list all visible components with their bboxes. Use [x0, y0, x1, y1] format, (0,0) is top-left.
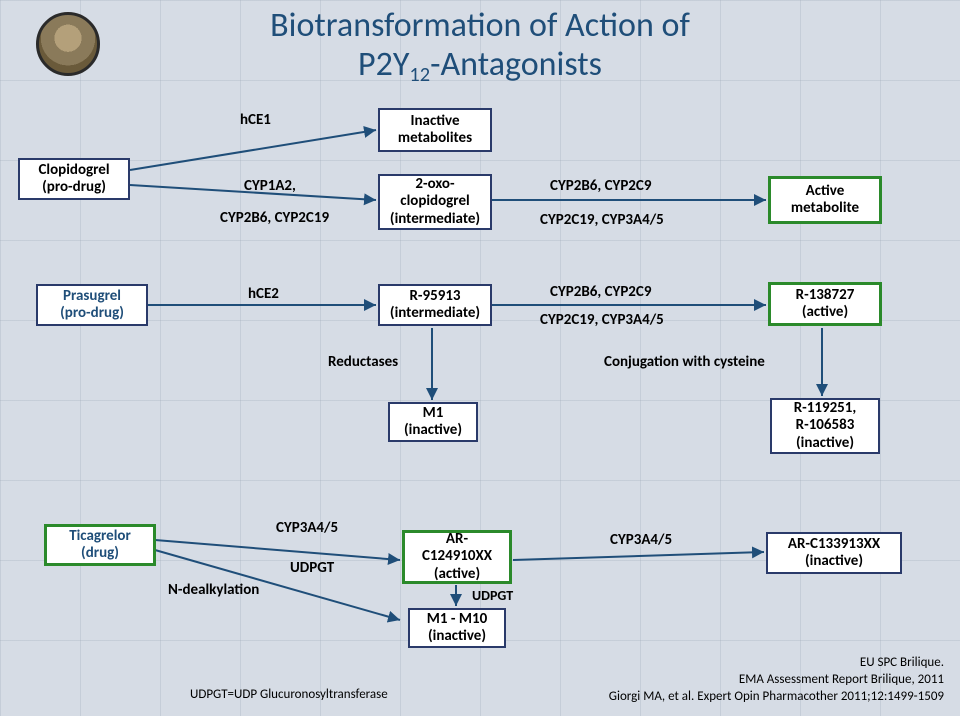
title-line2-pre: P2Y	[358, 44, 409, 85]
label-hce1: hCE1	[240, 112, 271, 129]
text: (intermediate)	[390, 211, 480, 228]
text: (inactive)	[796, 435, 854, 452]
text: C124910XX	[422, 548, 492, 565]
text: Ticagrelor	[69, 528, 131, 545]
label-cyp2b6-19: CYP2B6, CYP2C19	[220, 210, 329, 227]
title-line1: Biotransformation of Action of	[270, 5, 690, 46]
text: (inactive)	[428, 628, 486, 645]
node-m1m10: M1 - M10 (inactive)	[408, 608, 506, 648]
node-r95913: R-95913 (intermediate)	[378, 284, 492, 326]
label-cyp2c19-3a45-a: CYP2C19, CYP3A4/5	[540, 212, 664, 229]
text: M1 - M10	[427, 611, 487, 628]
text: clopidogrel	[400, 193, 469, 210]
text: AR-C133913XX	[788, 536, 880, 553]
text: Active	[806, 183, 845, 200]
label-udpgt2: UDPGT	[472, 588, 513, 603]
node-r138727: R-138727 (active)	[768, 282, 882, 326]
node-r119251: R-119251, R-106583 (inactive)	[770, 398, 880, 454]
title-line2-post: -Antagonists	[430, 44, 602, 85]
cit2: EMA Assessment Report Brilique, 2011	[609, 672, 944, 689]
label-hce2: hCE2	[248, 286, 279, 303]
title-line2-sub: 12	[409, 63, 430, 87]
node-prasugrel: Prasugrel (pro-drug)	[36, 284, 148, 326]
udpgt-definition: UDPGT=UDP Glucuronosyltransferase	[190, 687, 388, 702]
label-cyp1a2: CYP1A2,	[244, 178, 296, 195]
text: Prasugrel	[63, 288, 121, 305]
text: R-95913	[409, 288, 460, 305]
text: metabolites	[398, 130, 472, 147]
text: (inactive)	[404, 422, 462, 439]
node-arc124: AR- C124910XX (active)	[402, 530, 512, 584]
node-ticagrelor: Ticagrelor (drug)	[44, 524, 156, 566]
label-cyp3a45-b: CYP3A4/5	[610, 532, 672, 549]
label-cyp2c19-3a45-b: CYP2C19, CYP3A4/5	[540, 312, 664, 329]
text: M1	[423, 405, 444, 422]
text: (inactive)	[805, 553, 863, 570]
label-cyp2b6-c9-b: CYP2B6, CYP2C9	[550, 284, 651, 301]
text: (active)	[802, 304, 848, 321]
node-clopidogrel: Clopidogrel (pro-drug)	[18, 158, 130, 200]
label-reductases: Reductases	[328, 354, 398, 371]
text: R-106583	[796, 417, 855, 434]
text: (active)	[434, 566, 480, 583]
text: (drug)	[81, 545, 119, 562]
node-2oxo-clopidogrel: 2-oxo- clopidogrel (intermediate)	[378, 174, 492, 230]
cit3: Giorgi MA, et al. Expert Opin Pharmacoth…	[609, 689, 944, 706]
text: (intermediate)	[390, 305, 480, 322]
label-conjugation: Conjugation with cysteine	[604, 354, 765, 371]
slide-title: Biotransformation of Action of P2Y12-Ant…	[0, 6, 960, 84]
text: Inactive	[410, 113, 459, 130]
node-arc133: AR-C133913XX (inactive)	[766, 532, 902, 574]
node-active-metabolite: Active metabolite	[768, 176, 882, 224]
text: AR-	[446, 531, 468, 548]
cit1: EU SPC Brilique.	[609, 655, 944, 672]
node-inactive-metabolites: Inactive metabolites	[378, 108, 492, 152]
text: R-119251,	[794, 400, 857, 417]
text: Clopidogrel	[38, 162, 109, 179]
label-cyp3a45-a: CYP3A4/5	[276, 520, 338, 537]
label-udpgt1: UDPGT	[290, 560, 334, 577]
text: R-138727	[796, 287, 855, 304]
label-cyp2b6-c9-a: CYP2B6, CYP2C9	[550, 178, 651, 195]
text: (pro-drug)	[60, 305, 124, 322]
label-ndealkylation: N-dealkylation	[168, 582, 259, 599]
node-m1: M1 (inactive)	[388, 402, 478, 442]
text: 2-oxo-	[415, 176, 454, 193]
citation-block: EU SPC Brilique. EMA Assessment Report B…	[609, 655, 944, 706]
text: (pro-drug)	[42, 179, 106, 196]
text: metabolite	[791, 200, 859, 217]
